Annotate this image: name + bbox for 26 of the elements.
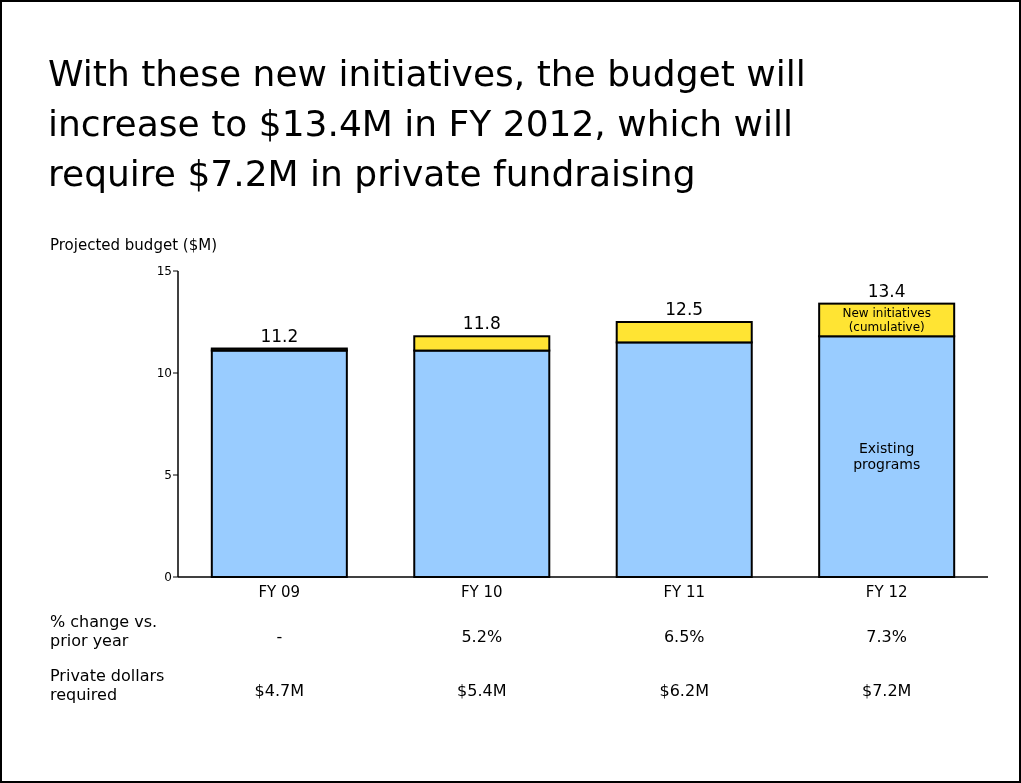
y-tick-label: 15 [156,263,172,278]
text: % change vs. prior year [50,612,158,650]
total-label: 11.2 [260,325,299,346]
series-label: Existing programs [853,439,921,472]
text: - [276,627,283,646]
y-tick-label: 0 [164,569,172,584]
series-label: New initiatives (cumulative) [842,305,931,334]
text: $6.2M [659,681,709,700]
text: 6.5% [663,627,705,646]
total-label: 13.4 [867,280,906,301]
y-axis-title: Projected budget ($M) [50,236,217,254]
text: $5.4M [457,681,507,700]
text: Private dollars required [50,666,165,704]
text: 5.2% [461,627,503,646]
text: $7.2M [861,681,912,700]
total-label: 12.5 [665,299,704,319]
x-tick-label: FY 09 [258,583,301,601]
x-tick-label: FY 12 [865,583,908,601]
total-label: 11.8 [462,313,501,334]
x-tick-label: FY 10 [460,583,503,601]
text: $4.7M [254,681,305,700]
x-tick-label: FY 11 [663,583,706,601]
text: 7.3% [866,627,907,646]
y-tick-label: 5 [164,467,172,482]
y-tick-label: 10 [156,365,172,380]
chart-title: With these new initiatives, the budget will increase to $13.4M in FY 2012, which will require $7.2M in private fundraising [48,53,806,194]
